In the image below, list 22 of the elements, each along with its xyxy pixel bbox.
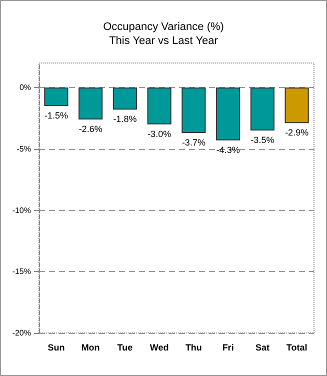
y-tick-label: -10% [12,206,31,215]
x-tick-label: Thu [185,342,202,352]
y-tick-label: -20% [12,328,31,338]
x-tick-label: Wed [150,342,169,352]
data-label: -1.8% [113,114,137,124]
data-label: -3.7% [182,137,206,148]
chart-title: Occupancy Variance (%) This Year vs Last Year [103,21,224,47]
x-tick-label: Total [286,342,308,352]
data-label: -2.6% [78,124,102,134]
x-tick-label: Mon [81,342,100,352]
y-tick-label: 0% [19,83,31,92]
x-tick-label: Sat [255,342,270,352]
x-tick-label: Sun [48,342,65,352]
data-label: -1.5% [44,110,68,120]
data-label: -3.0% [148,128,172,139]
data-label: -4.3% [216,144,240,155]
data-label: -3.5% [250,135,274,145]
x-tick-label: Fri [222,342,234,352]
data-label: -2.9% [285,128,309,138]
x-tick-label: Tue [117,342,133,352]
y-tick-label: -5% [16,144,31,154]
y-tick-label: -15% [12,267,31,276]
